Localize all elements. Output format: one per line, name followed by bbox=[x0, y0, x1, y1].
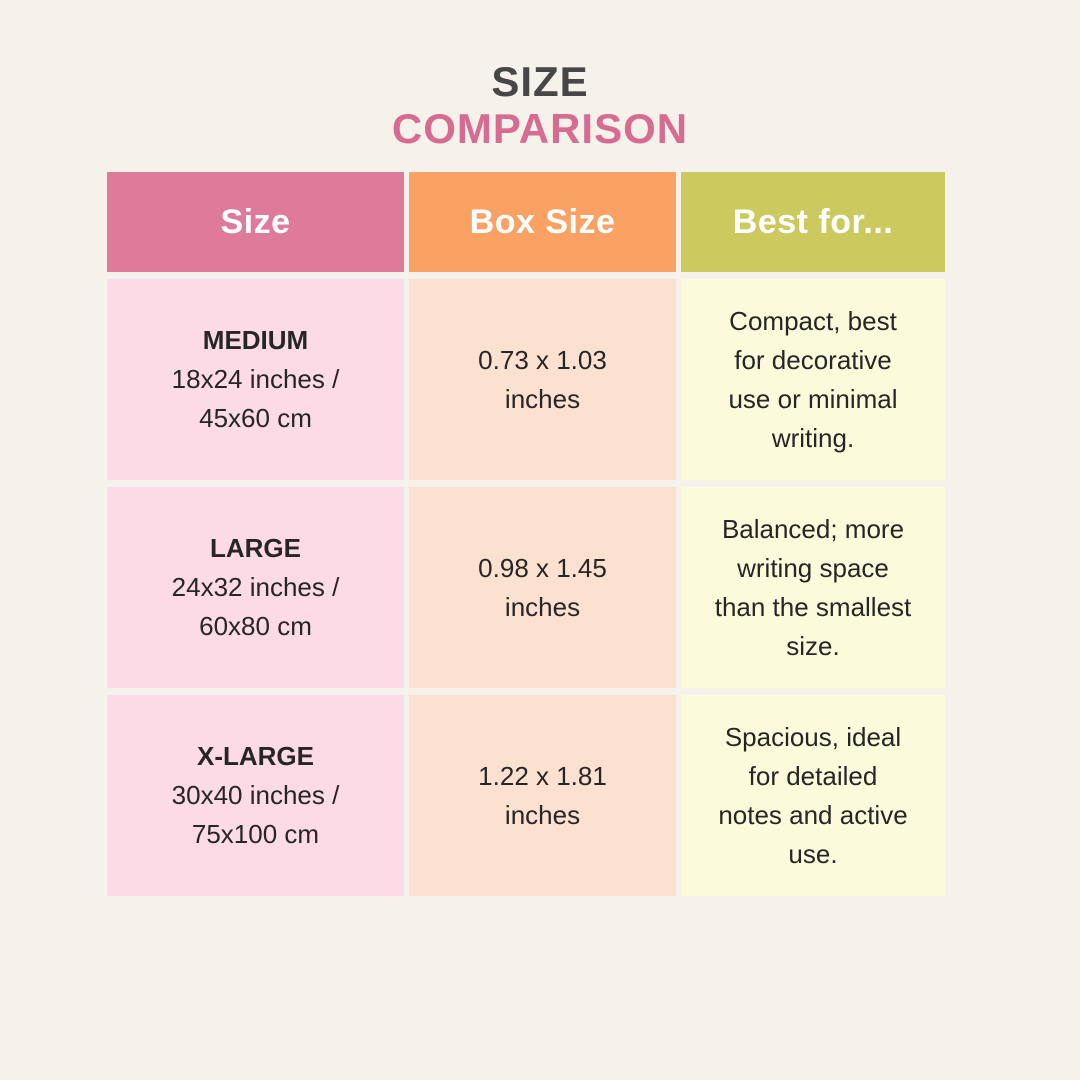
size-dimensions: 18x24 inches / 45x60 cm bbox=[171, 364, 340, 433]
page-title: SIZE COMPARISON bbox=[0, 58, 1080, 152]
box-size-value: 0.98 x 1.45 inches bbox=[478, 552, 607, 622]
size-dimensions: 24x32 inches / 60x80 cm bbox=[171, 572, 340, 641]
size-cell-x-large: X-LARGE 30x40 inches / 75x100 cm bbox=[107, 695, 404, 896]
size-cell-large: LARGE 24x32 inches / 60x80 cm bbox=[107, 487, 404, 688]
box-size-cell-medium: 0.73 x 1.03 inches bbox=[409, 279, 676, 480]
best-for-text: Balanced; more writing space than the sm… bbox=[714, 513, 912, 661]
size-name: X-LARGE bbox=[197, 741, 314, 771]
box-size-value: 0.73 x 1.03 inches bbox=[478, 344, 607, 414]
size-cell-medium: MEDIUM 18x24 inches / 45x60 cm bbox=[107, 279, 404, 480]
column-header-box-size: Box Size bbox=[409, 172, 676, 272]
size-name: MEDIUM bbox=[202, 325, 309, 355]
box-size-cell-large: 0.98 x 1.45 inches bbox=[409, 487, 676, 688]
comparison-table: Size Box Size Best for... MEDIUM 18x24 i… bbox=[107, 172, 945, 896]
title-line-size: SIZE bbox=[491, 58, 589, 105]
size-name: LARGE bbox=[210, 533, 301, 563]
column-header-best-for: Best for... bbox=[681, 172, 945, 272]
box-size-value: 1.22 x 1.81 inches bbox=[478, 760, 607, 830]
size-dimensions: 30x40 inches / 75x100 cm bbox=[171, 780, 340, 849]
best-for-text: Spacious, ideal for detailed notes and a… bbox=[718, 721, 908, 869]
best-for-text: Compact, best for decorative use or mini… bbox=[728, 305, 898, 453]
box-size-cell-x-large: 1.22 x 1.81 inches bbox=[409, 695, 676, 896]
title-line-comparison: COMPARISON bbox=[391, 105, 689, 153]
best-for-cell-large: Balanced; more writing space than the sm… bbox=[681, 487, 945, 688]
column-header-size: Size bbox=[107, 172, 404, 272]
best-for-cell-medium: Compact, best for decorative use or mini… bbox=[681, 279, 945, 480]
best-for-cell-x-large: Spacious, ideal for detailed notes and a… bbox=[681, 695, 945, 896]
